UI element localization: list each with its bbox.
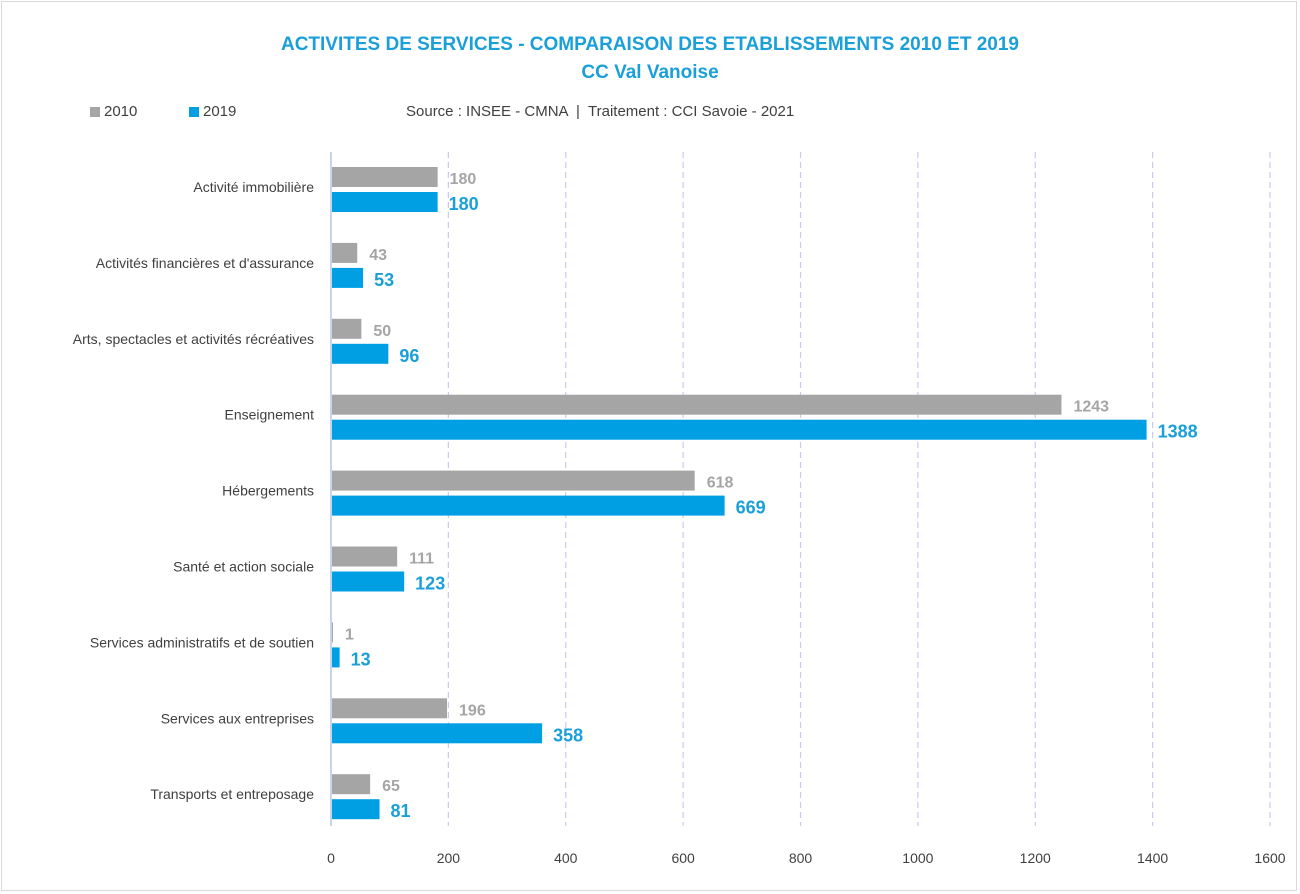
bar-2010	[332, 394, 1062, 415]
data-label-2019: 96	[399, 346, 419, 366]
category-label: Activité immobilière	[193, 179, 314, 195]
category-label: Services administratifs et de soutien	[90, 634, 314, 650]
category-label: Services aux entreprises	[161, 710, 314, 726]
data-label-2019: 180	[449, 194, 479, 214]
bar-2019	[332, 647, 340, 668]
x-tick-label: 200	[437, 850, 461, 866]
category-label: Hébergements	[222, 483, 314, 499]
data-label-2010: 196	[459, 702, 486, 719]
bar-2019	[332, 799, 380, 820]
bar-2010	[332, 546, 398, 567]
bar-2010	[332, 167, 438, 187]
x-tick-label: 1200	[1020, 850, 1051, 866]
bar-2010	[332, 470, 695, 491]
legend-label-2019: 2019	[203, 103, 237, 120]
x-tick-label: 0	[327, 850, 335, 866]
data-label-2010: 111	[409, 551, 434, 568]
bar-2019	[332, 419, 1147, 440]
bar-2010	[332, 318, 362, 339]
data-label-2019: 123	[415, 574, 445, 594]
data-label-2010: 43	[369, 247, 387, 264]
legend-swatch-2010	[90, 106, 100, 117]
x-tick-label: 1400	[1137, 850, 1168, 866]
data-label-2010: 618	[707, 475, 734, 492]
bar-2010	[332, 242, 358, 263]
bar-2019	[332, 571, 405, 592]
bar-2010	[332, 698, 448, 719]
category-label: Arts, spectacles et activités récréative…	[73, 331, 314, 347]
bar-2019	[332, 495, 725, 516]
legend-item-2010: 2010	[90, 103, 137, 120]
data-label-2010: 65	[382, 778, 400, 795]
bar-2019	[332, 267, 364, 288]
x-tick-label: 1000	[902, 850, 933, 866]
x-tick-label: 400	[554, 850, 578, 866]
category-label: Transports et entreposage	[150, 786, 314, 802]
data-label-2019: 358	[553, 725, 583, 745]
legend-label-2010: 2010	[104, 103, 138, 120]
data-label-2010: 50	[373, 323, 391, 340]
category-label: Santé et action sociale	[173, 559, 314, 575]
bar-2010	[332, 622, 333, 643]
data-label-2010: 1	[345, 626, 354, 643]
data-label-2019: 53	[374, 270, 394, 290]
legend-swatch-2019	[189, 106, 199, 117]
chart-title: ACTIVITES DE SERVICES - COMPARAISON DES …	[280, 34, 1019, 55]
data-label-2019: 669	[736, 498, 766, 518]
data-label-2019: 13	[351, 649, 371, 669]
data-label-2019: 81	[391, 801, 411, 821]
legend-item-2019: 2019	[189, 103, 236, 120]
x-tick-label: 600	[671, 850, 695, 866]
data-label-2019: 1388	[1158, 422, 1198, 442]
x-tick-label: 800	[789, 850, 813, 866]
chart-subtitle: CC Val Vanoise	[581, 62, 719, 83]
category-label: Enseignement	[224, 407, 314, 423]
data-label-2010: 1243	[1073, 399, 1109, 416]
bar-2019	[332, 723, 543, 744]
bar-2019	[332, 192, 438, 212]
bar-2010	[332, 774, 371, 795]
category-label: Activités financières et d'assurance	[96, 255, 314, 271]
data-label-2010: 180	[450, 171, 477, 188]
x-tick-label: 1600	[1254, 850, 1285, 866]
source-note: Source : INSEE - CMNA | Traitement : CCI…	[406, 103, 795, 120]
bar-2019	[332, 343, 389, 364]
